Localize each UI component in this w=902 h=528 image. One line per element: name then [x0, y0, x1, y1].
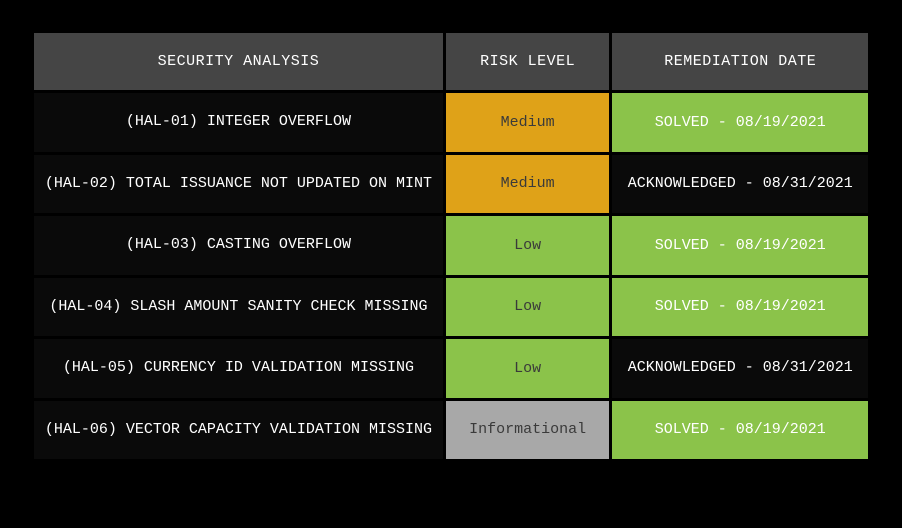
remediation-cell: SOLVED - 08/19/2021 — [612, 401, 868, 460]
analysis-cell: (HAL-05) CURRENCY ID VALIDATION MISSING — [34, 339, 443, 398]
remediation-cell: ACKNOWLEDGED - 08/31/2021 — [612, 339, 868, 398]
remediation-cell: SOLVED - 08/19/2021 — [612, 216, 868, 275]
analysis-cell: (HAL-06) VECTOR CAPACITY VALIDATION MISS… — [34, 401, 443, 460]
analysis-cell: (HAL-02) TOTAL ISSUANCE NOT UPDATED ON M… — [34, 155, 443, 214]
table-row: (HAL-05) CURRENCY ID VALIDATION MISSING … — [34, 339, 868, 398]
header-remediation-date: REMEDIATION DATE — [612, 33, 868, 90]
table-row: (HAL-06) VECTOR CAPACITY VALIDATION MISS… — [34, 401, 868, 460]
risk-cell: Low — [446, 339, 610, 398]
remediation-cell: SOLVED - 08/19/2021 — [612, 278, 868, 337]
security-analysis-table: SECURITY ANALYSIS RISK LEVEL REMEDIATION… — [31, 30, 871, 462]
header-risk-level: RISK LEVEL — [446, 33, 610, 90]
table-header-row: SECURITY ANALYSIS RISK LEVEL REMEDIATION… — [34, 33, 868, 90]
table-row: (HAL-03) CASTING OVERFLOW Low SOLVED - 0… — [34, 216, 868, 275]
analysis-cell: (HAL-04) SLASH AMOUNT SANITY CHECK MISSI… — [34, 278, 443, 337]
analysis-cell: (HAL-01) INTEGER OVERFLOW — [34, 93, 443, 152]
analysis-cell: (HAL-03) CASTING OVERFLOW — [34, 216, 443, 275]
remediation-cell: SOLVED - 08/19/2021 — [612, 93, 868, 152]
table-row: (HAL-04) SLASH AMOUNT SANITY CHECK MISSI… — [34, 278, 868, 337]
table-row: (HAL-01) INTEGER OVERFLOW Medium SOLVED … — [34, 93, 868, 152]
risk-cell: Medium — [446, 93, 610, 152]
risk-cell: Low — [446, 278, 610, 337]
risk-cell: Low — [446, 216, 610, 275]
header-security-analysis: SECURITY ANALYSIS — [34, 33, 443, 90]
risk-cell: Medium — [446, 155, 610, 214]
risk-cell: Informational — [446, 401, 610, 460]
table-row: (HAL-02) TOTAL ISSUANCE NOT UPDATED ON M… — [34, 155, 868, 214]
remediation-cell: ACKNOWLEDGED - 08/31/2021 — [612, 155, 868, 214]
